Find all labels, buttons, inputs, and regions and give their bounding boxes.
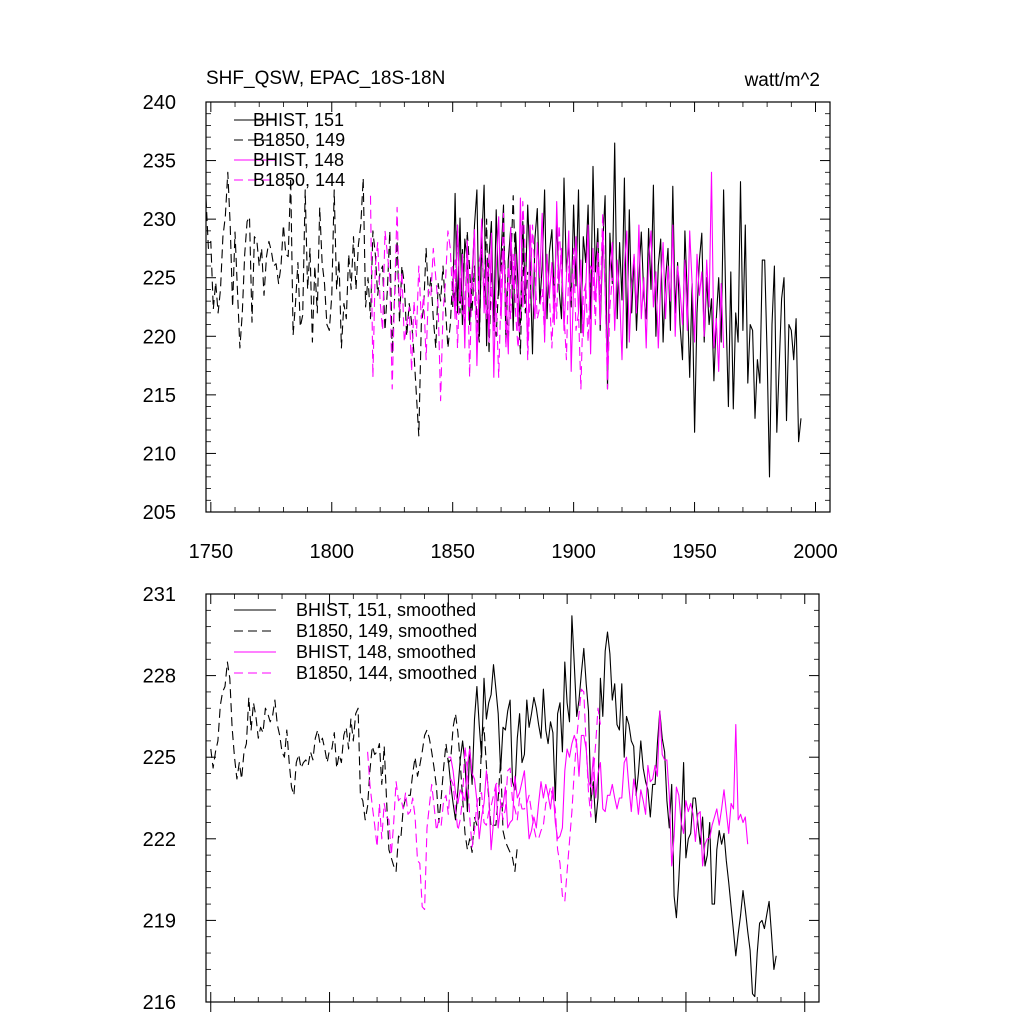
top-y-tick-labels: 205 210 215 220 225 230 235 240 xyxy=(143,92,176,524)
bottom-y-tick-label: 222 xyxy=(143,829,176,851)
top-x-tick-label: 1850 xyxy=(430,541,475,563)
bottom-plot-frame xyxy=(205,593,820,1003)
top-x-tick-label: 1800 xyxy=(310,541,355,563)
bottom-series-line-1 xyxy=(447,615,777,998)
top-x-tick-label: 2000 xyxy=(793,541,838,563)
top-y-tick-label: 220 xyxy=(143,326,176,348)
top-series-line-3 xyxy=(452,171,725,378)
bottom-legend-label: B1850, 144, smoothed xyxy=(296,663,477,683)
top-title: SHF_QSW, EPAC_18S-18N xyxy=(206,68,445,89)
bottom-ticks-group xyxy=(206,593,819,1012)
top-series-line-4 xyxy=(369,195,613,402)
top-series-line-2 xyxy=(205,171,529,437)
top-y-tick-label: 210 xyxy=(143,443,176,465)
bottom-y-tick-labels: 216 219 222 225 228 231 xyxy=(143,584,176,1014)
top-y-tick-label: 230 xyxy=(143,209,176,231)
top-ticks-group xyxy=(206,101,830,513)
bottom-legend-label: B1850, 149, smoothed xyxy=(296,621,477,641)
top-x-tick-label: 1900 xyxy=(551,541,596,563)
top-y-tick-label: 215 xyxy=(143,385,176,407)
top-y-tick-label: 205 xyxy=(143,502,176,524)
top-legend-label: B1850, 144 xyxy=(253,170,345,190)
bottom-y-tick-label: 228 xyxy=(143,666,176,688)
bottom-y-tick-label: 231 xyxy=(143,584,176,606)
top-x-tick-label: 1950 xyxy=(672,541,717,563)
bottom-y-tick-label: 225 xyxy=(143,747,176,769)
top-plot-frame xyxy=(205,101,831,513)
top-series-group xyxy=(205,142,802,478)
top-legend-label: B1850, 149 xyxy=(253,130,345,150)
bottom-y-tick-label: 216 xyxy=(143,992,176,1014)
top-y-tick-label: 240 xyxy=(143,92,176,114)
bottom-series-line-2 xyxy=(210,661,518,872)
top-x-tick-label: 1750 xyxy=(189,541,234,563)
top-legend-label: BHIST, 151 xyxy=(253,110,344,130)
bottom-y-tick-label: 219 xyxy=(143,910,176,932)
bottom-legend-label: BHIST, 151, smoothed xyxy=(296,600,476,620)
top-y-tick-label: 225 xyxy=(143,268,176,290)
top-x-tick-labels: 1750 1800 1850 1900 1950 2000 xyxy=(189,541,838,563)
top-panel: 205 210 215 220 225 230 235 240 1750 1800 1850 190… xyxy=(143,68,838,563)
top-legend-label: BHIST, 148 xyxy=(253,150,344,170)
bottom-series-group xyxy=(210,615,777,998)
bottom-series-line-4 xyxy=(367,688,601,911)
top-units: watt/m^2 xyxy=(744,70,820,91)
bottom-series-line-3 xyxy=(448,710,749,867)
top-y-tick-label: 235 xyxy=(143,151,176,173)
bottom-legend-label: BHIST, 148, smoothed xyxy=(296,642,476,662)
